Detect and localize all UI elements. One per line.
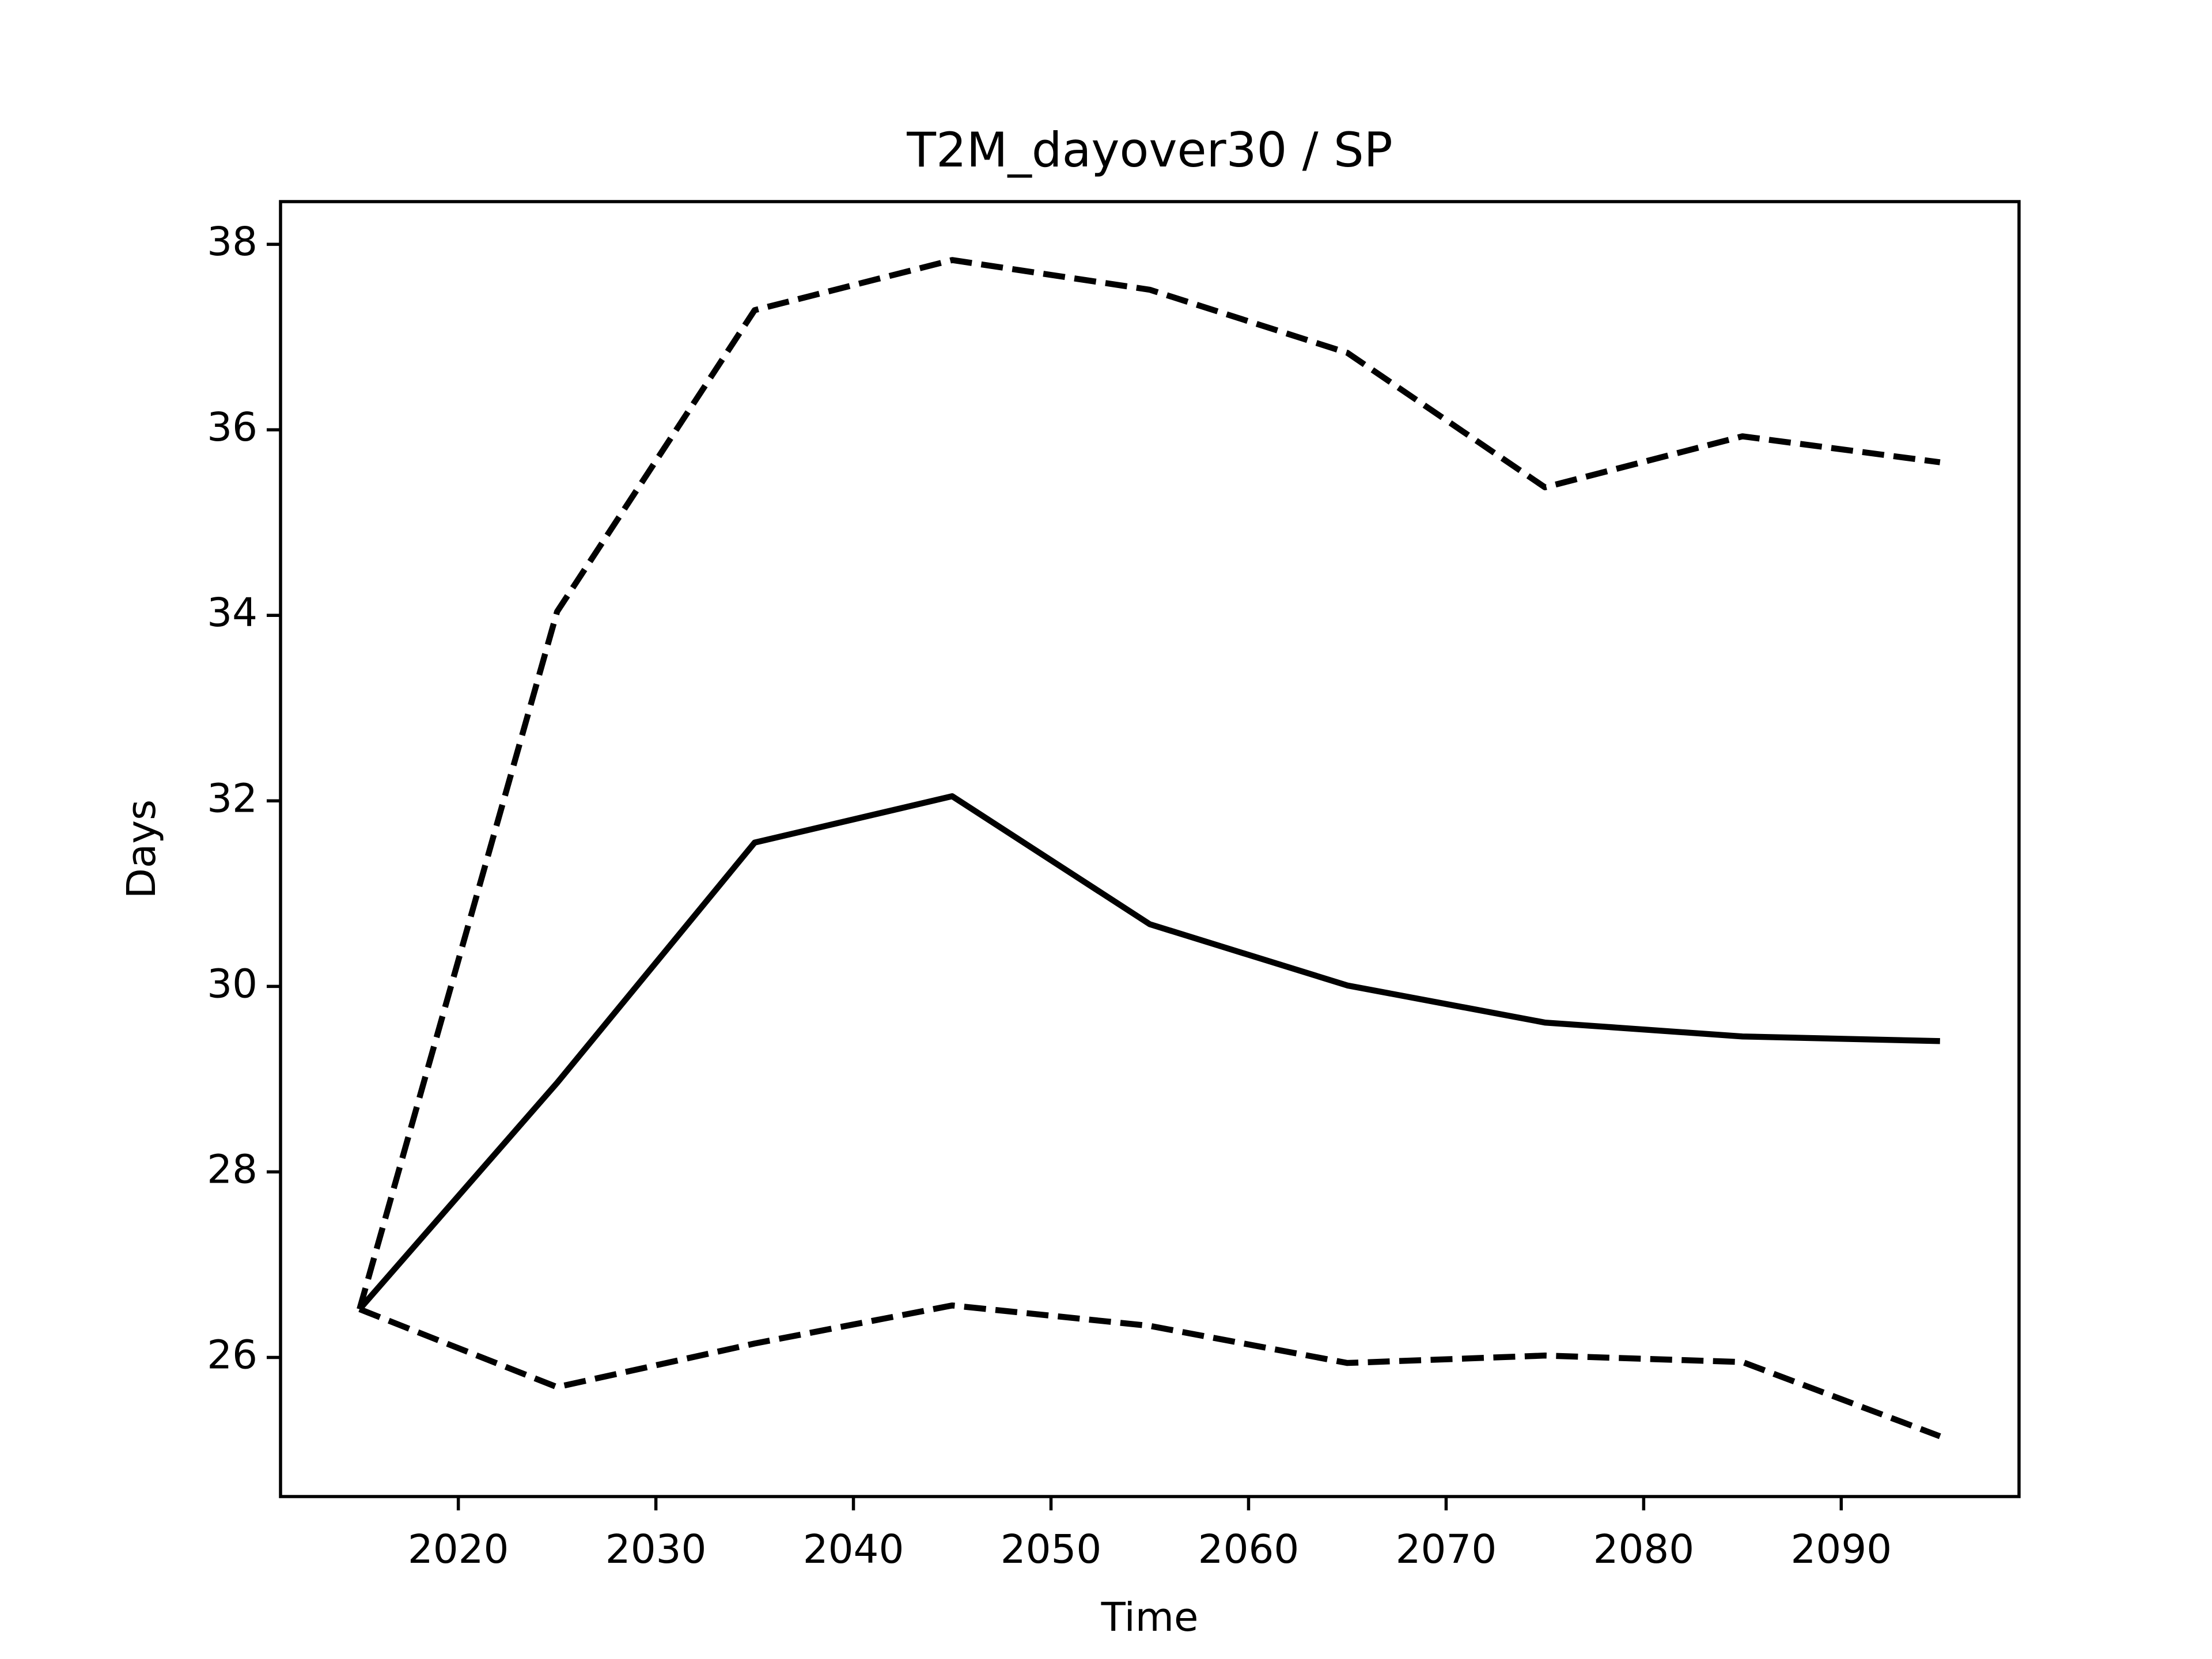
line-series	[357, 257, 1941, 1310]
x-tick-label: 2090	[1791, 1527, 1892, 1573]
y-axis-label: Days	[119, 800, 165, 899]
chart-title: T2M_dayover30 / SP	[906, 122, 1392, 178]
plot-frame	[279, 200, 2021, 1498]
x-tick-label: 2050	[1001, 1527, 1102, 1573]
y-tick-label: 32	[207, 775, 257, 821]
x-tick-label: 2060	[1198, 1527, 1300, 1573]
x-tick-label: 2080	[1593, 1527, 1695, 1573]
x-tick-label: 2020	[408, 1527, 509, 1573]
y-tick-label: 26	[207, 1332, 257, 1378]
y-tick-label: 28	[207, 1146, 257, 1192]
x-axis-label: Time	[1101, 1594, 1199, 1641]
y-tick-label: 38	[207, 219, 257, 265]
line-series	[357, 793, 1940, 1312]
y-tick-label: 34	[207, 590, 257, 636]
y-tick-label: 30	[207, 961, 257, 1007]
x-tick-label: 2070	[1396, 1527, 1497, 1573]
x-tick-label: 2040	[803, 1527, 904, 1573]
x-tick-label: 2030	[605, 1527, 707, 1573]
y-tick-label: 36	[207, 404, 257, 450]
